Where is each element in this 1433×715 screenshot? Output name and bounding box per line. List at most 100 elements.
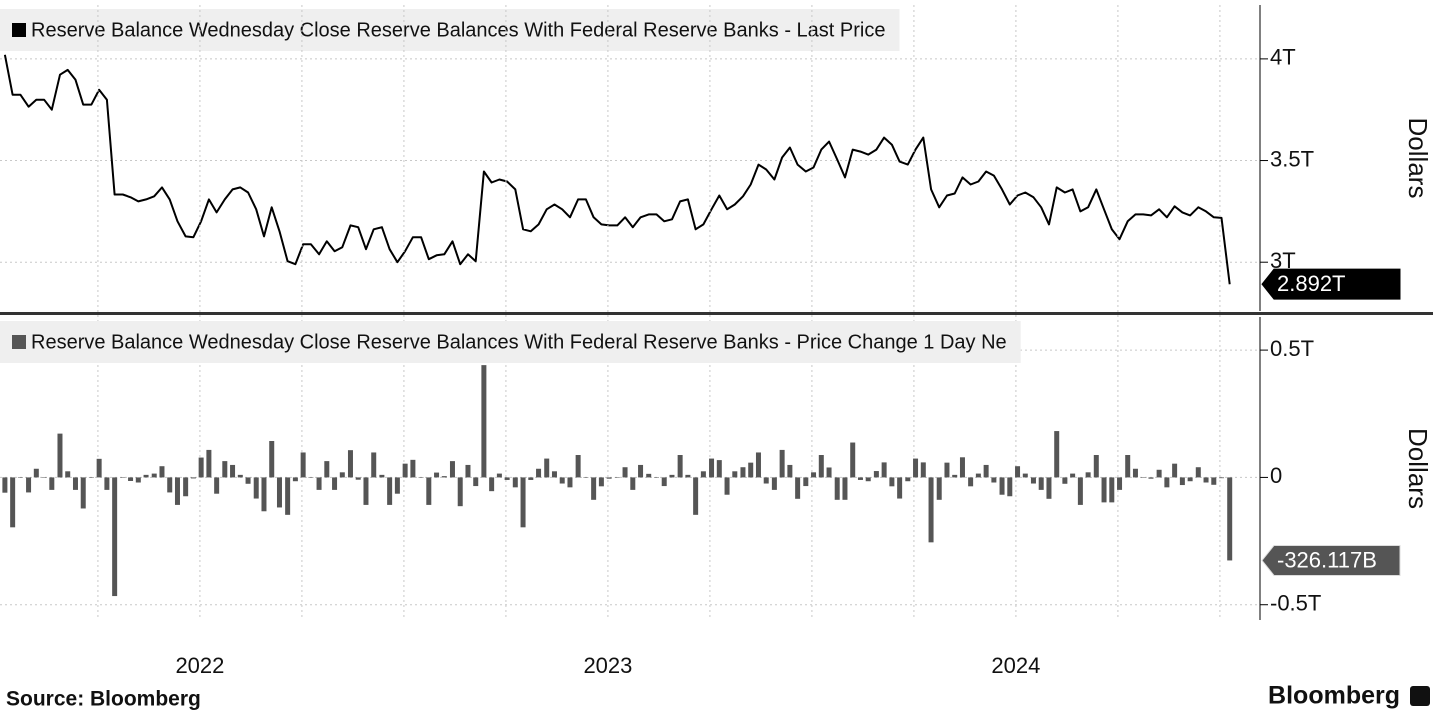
y-tick-label: 3.5T xyxy=(1270,146,1314,171)
bar xyxy=(316,477,322,490)
bar xyxy=(865,477,871,482)
value-label: 2.892T xyxy=(1277,271,1346,296)
bar xyxy=(889,477,895,487)
brand-icon xyxy=(1410,686,1430,706)
bar xyxy=(685,474,691,478)
bar xyxy=(1148,477,1154,479)
bar xyxy=(528,477,534,480)
bar xyxy=(928,477,934,543)
legend-marker xyxy=(12,23,26,37)
bar xyxy=(630,477,636,490)
bar xyxy=(653,477,659,478)
bar xyxy=(850,442,856,478)
bar xyxy=(968,477,974,487)
bar xyxy=(1117,477,1123,490)
bar xyxy=(300,452,306,478)
bar xyxy=(174,477,180,505)
bar xyxy=(1077,477,1083,505)
bar xyxy=(959,457,965,478)
bar xyxy=(190,477,196,479)
bar xyxy=(104,477,110,490)
bar xyxy=(159,466,165,478)
bar xyxy=(795,477,801,499)
bar xyxy=(473,477,479,487)
bar xyxy=(151,473,157,478)
bar xyxy=(2,477,8,493)
bar xyxy=(41,477,47,478)
bar xyxy=(410,459,416,478)
bar xyxy=(1203,477,1209,483)
bar xyxy=(740,467,746,478)
bar xyxy=(363,477,369,505)
line-series xyxy=(3,54,1231,285)
bar xyxy=(49,477,55,490)
bar xyxy=(355,477,361,480)
bar xyxy=(700,471,706,478)
bar xyxy=(771,477,777,490)
bar xyxy=(441,476,447,478)
bar xyxy=(559,477,565,484)
bar xyxy=(983,464,989,478)
bar xyxy=(520,477,526,528)
bar xyxy=(936,477,942,500)
bar xyxy=(1187,477,1193,482)
bar xyxy=(426,477,432,505)
bar xyxy=(128,477,134,481)
bar xyxy=(1062,477,1068,484)
y-axis-title: Dollars xyxy=(1403,118,1433,199)
bar xyxy=(1085,472,1091,478)
bar xyxy=(779,449,785,478)
y-tick-label: 0 xyxy=(1270,463,1282,488)
bar xyxy=(1179,477,1185,486)
bar xyxy=(1046,477,1052,499)
bar xyxy=(237,474,243,478)
bar xyxy=(598,477,604,487)
bar xyxy=(913,458,919,478)
bar xyxy=(183,477,189,497)
x-tick-label: 2022 xyxy=(175,653,224,678)
bar xyxy=(834,477,840,500)
bar xyxy=(449,461,455,478)
bar xyxy=(26,477,32,493)
bar xyxy=(709,458,715,478)
bar xyxy=(1132,468,1138,478)
bar xyxy=(583,477,589,478)
bar xyxy=(402,463,408,478)
bar xyxy=(1109,477,1115,503)
bar xyxy=(135,477,141,483)
value-badge xyxy=(1261,544,1401,576)
bar xyxy=(818,455,824,478)
legend-label: Reserve Balance Wednesday Close Reserve … xyxy=(31,19,885,41)
legend-marker xyxy=(12,335,26,349)
x-tick-label: 2024 xyxy=(991,653,1040,678)
bar xyxy=(842,477,848,500)
legend-background xyxy=(0,321,1021,363)
y-axis-title: Dollars xyxy=(1403,428,1433,509)
bar xyxy=(276,477,282,508)
value-badge xyxy=(1261,268,1401,300)
bar xyxy=(944,462,950,478)
bar xyxy=(285,477,291,515)
bar xyxy=(575,455,581,478)
bar xyxy=(811,472,817,478)
bar xyxy=(991,477,997,483)
bar xyxy=(732,471,738,478)
source-note: Source: Bloomberg xyxy=(6,688,201,711)
bar xyxy=(489,477,495,492)
legend-label: Reserve Balance Wednesday Close Reserve … xyxy=(31,331,1007,353)
bar xyxy=(803,477,809,487)
bar xyxy=(33,468,39,478)
bar xyxy=(371,452,377,478)
legend-background xyxy=(0,9,900,51)
bar xyxy=(512,477,518,488)
bar xyxy=(504,477,510,480)
y-tick-label: 4T xyxy=(1270,45,1296,70)
bar xyxy=(245,477,251,484)
bar xyxy=(1227,477,1233,561)
brand-logo: Bloomberg xyxy=(1268,682,1400,710)
bar xyxy=(1101,477,1107,503)
bar xyxy=(646,473,652,478)
bar xyxy=(787,464,793,478)
